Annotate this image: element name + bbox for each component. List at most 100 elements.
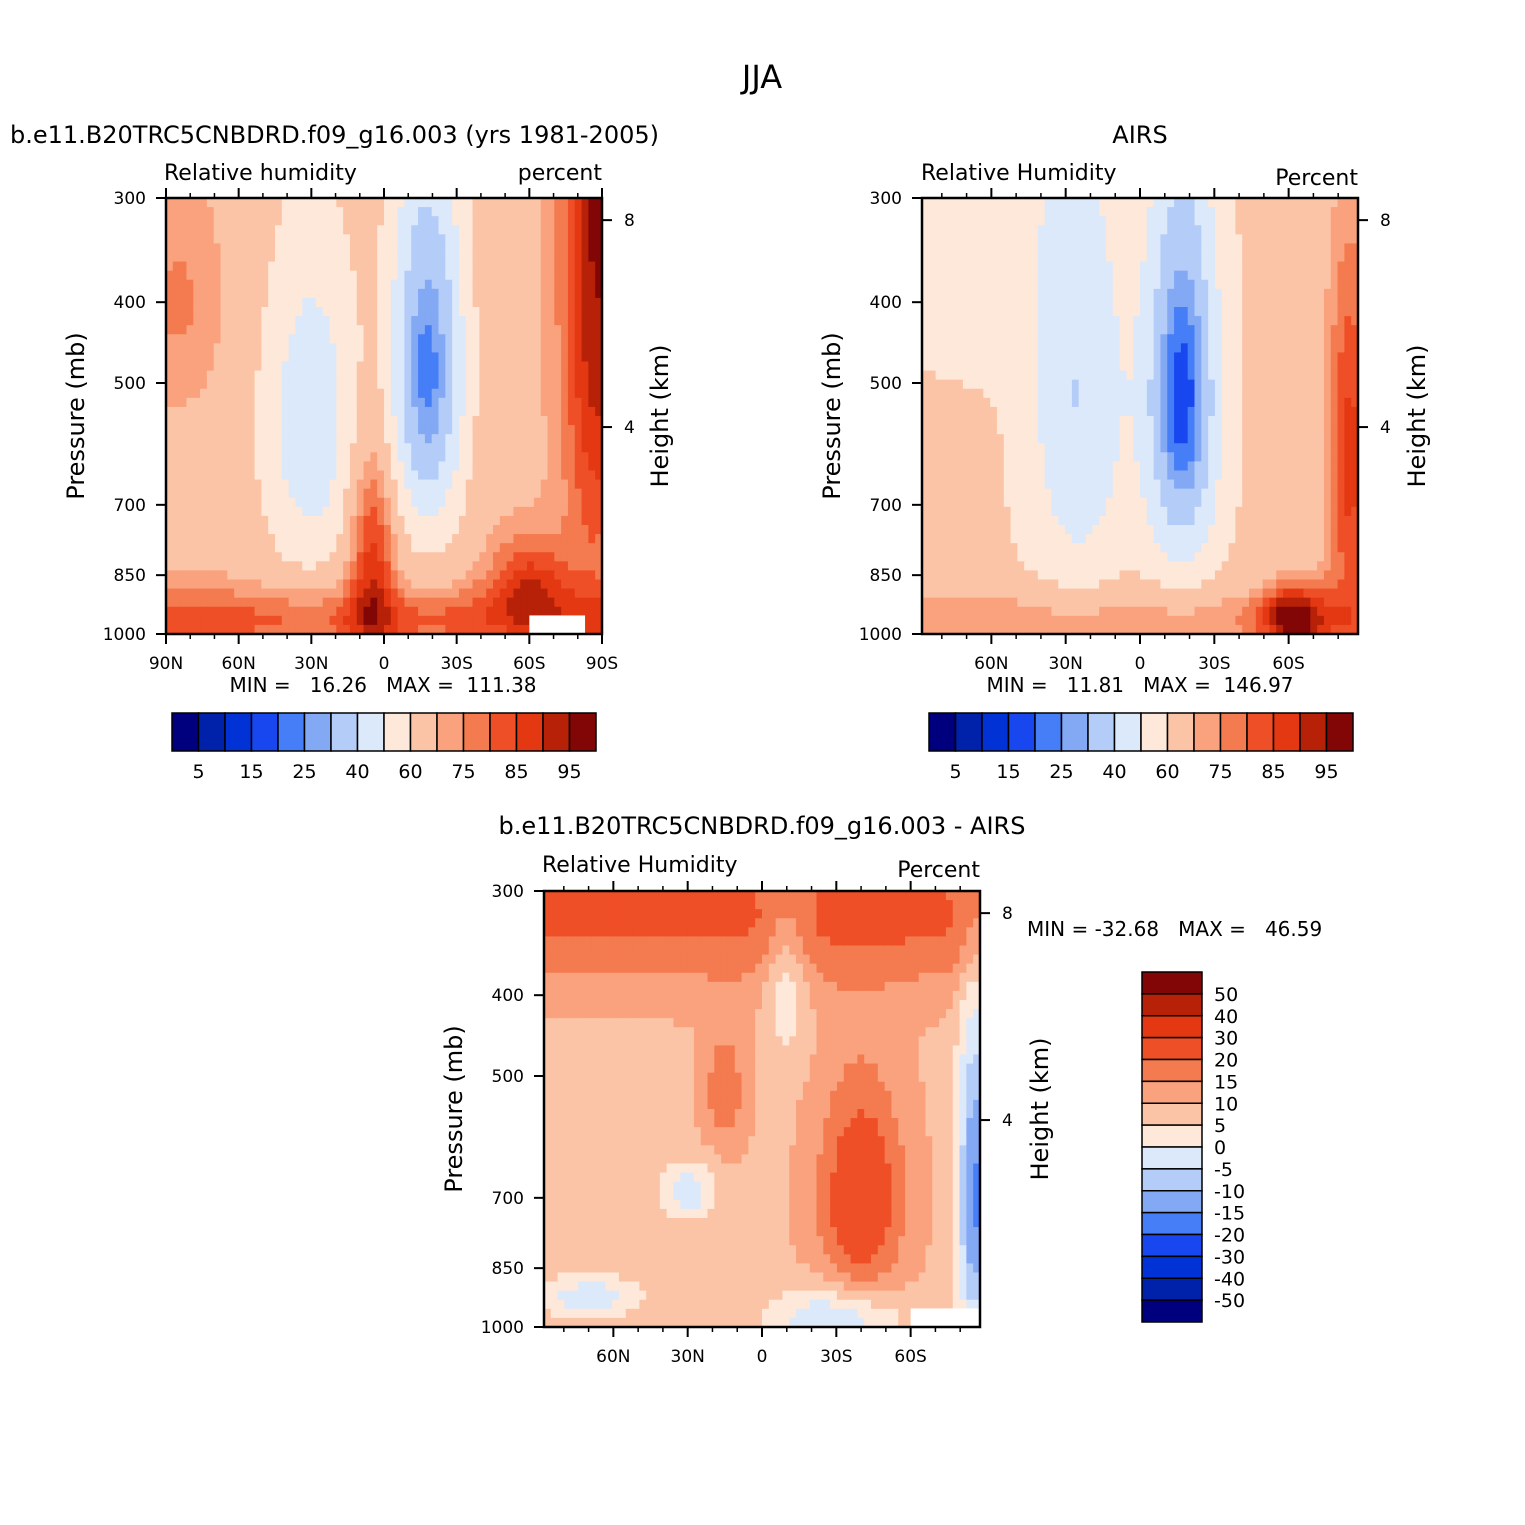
heatmap-cell <box>206 506 215 517</box>
heatmap-cell <box>588 479 596 490</box>
heatmap-cell <box>377 506 385 517</box>
heatmap-cell <box>172 506 181 517</box>
heatmap-cell <box>1242 225 1250 235</box>
heatmap-cell <box>547 606 555 617</box>
heatmap-cell <box>1085 452 1093 463</box>
heatmap-cell <box>247 579 256 590</box>
heatmap-cell <box>1126 216 1134 226</box>
heatmap-cell <box>506 207 515 217</box>
heatmap-cell <box>397 470 406 481</box>
heatmap-cell <box>1099 334 1107 344</box>
heatmap-cell <box>1303 352 1311 363</box>
heatmap-cell <box>1235 243 1243 254</box>
heatmap-cell <box>302 216 310 226</box>
heatmap-cell <box>329 361 337 372</box>
heatmap-cell <box>356 543 365 553</box>
heatmap-cell <box>588 624 596 635</box>
heatmap-cell <box>1058 270 1066 281</box>
heatmap-cell <box>513 452 521 463</box>
heatmap-cell <box>240 216 249 226</box>
heatmap-cell <box>418 561 426 572</box>
heatmap-cell <box>356 506 365 517</box>
heatmap-cell <box>349 561 358 572</box>
heatmap-cell <box>1344 279 1352 290</box>
heatmap-cell <box>486 443 494 453</box>
heatmap-cell <box>1228 370 1236 381</box>
heatmap-cell <box>1058 325 1066 335</box>
heatmap-cell <box>247 552 256 562</box>
heatmap-cell <box>240 297 249 308</box>
heatmap-cell <box>315 425 324 435</box>
heatmap-cell <box>234 615 242 626</box>
heatmap-cell <box>942 361 950 372</box>
heatmap-cell <box>227 198 235 208</box>
heatmap-cell <box>172 297 181 308</box>
heatmap-cell <box>452 552 460 562</box>
heatmap-cell <box>588 597 596 608</box>
heatmap-cell <box>962 243 971 254</box>
heatmap-cell <box>1235 397 1243 408</box>
heatmap-cell <box>452 515 460 526</box>
heatmap-cell <box>172 552 181 562</box>
heatmap-cell <box>390 207 399 217</box>
heatmap-cell <box>1078 370 1087 381</box>
heatmap-cell <box>513 325 521 335</box>
heatmap-cell <box>983 397 991 408</box>
heatmap-cell <box>370 416 378 426</box>
heatmap-cell <box>533 379 542 390</box>
heatmap-cell <box>295 452 303 463</box>
heatmap-cell <box>431 615 440 626</box>
heatmap-cell <box>1140 288 1148 299</box>
heatmap-cell <box>295 288 303 299</box>
heatmap-cell <box>1167 388 1175 399</box>
heatmap-cell <box>458 352 467 363</box>
heatmap-cell <box>418 497 426 508</box>
heatmap-cell <box>404 234 412 245</box>
heatmap-cell <box>424 624 433 635</box>
heatmap-cell <box>1249 198 1257 208</box>
heatmap-cell <box>452 216 460 226</box>
heatmap-cell <box>1031 316 1039 326</box>
heatmap-cell <box>595 543 603 553</box>
heatmap-cell <box>343 597 351 608</box>
heatmap-cell <box>254 543 262 553</box>
heatmap-cell <box>1214 234 1223 245</box>
heatmap-cell <box>465 470 474 481</box>
heatmap-cell <box>547 579 555 590</box>
heatmap-cell <box>1214 307 1223 317</box>
heatmap-cell <box>1085 243 1093 254</box>
heatmap-cell <box>1214 443 1223 453</box>
heatmap-cell <box>281 452 290 463</box>
heatmap-cell <box>200 488 208 499</box>
heatmap-cell <box>166 525 174 535</box>
heatmap-cell <box>465 198 474 208</box>
heatmap-cell <box>193 288 201 299</box>
heatmap-cell <box>1235 379 1243 390</box>
heatmap-cell <box>1310 343 1318 354</box>
heatmap-cell <box>186 325 194 335</box>
heatmap-cell <box>1078 334 1087 344</box>
heatmap-cell <box>418 334 426 344</box>
heatmap-cell <box>1187 425 1196 435</box>
heatmap-cell <box>574 443 583 453</box>
heatmap-cell <box>1214 325 1223 335</box>
heatmap-cell <box>486 461 494 472</box>
heatmap-cell <box>996 325 1005 335</box>
heatmap-cell <box>540 506 549 517</box>
heatmap-cell <box>424 261 433 272</box>
heatmap-cell <box>356 379 365 390</box>
heatmap-cell <box>588 334 596 344</box>
heatmap-cell <box>315 198 324 208</box>
heatmap-cell <box>1003 234 1012 245</box>
heatmap-cell <box>1160 388 1168 399</box>
heatmap-cell <box>513 488 521 499</box>
heatmap-cell <box>574 452 583 463</box>
heatmap-cell <box>227 379 235 390</box>
heatmap-cell <box>1235 425 1243 435</box>
heatmap-cell <box>506 243 515 254</box>
heatmap-cell <box>452 497 460 508</box>
colorbar-swatch <box>250 712 279 752</box>
heatmap-cell <box>1174 243 1182 254</box>
heatmap-cell <box>220 615 228 626</box>
heatmap-cell <box>179 252 188 263</box>
